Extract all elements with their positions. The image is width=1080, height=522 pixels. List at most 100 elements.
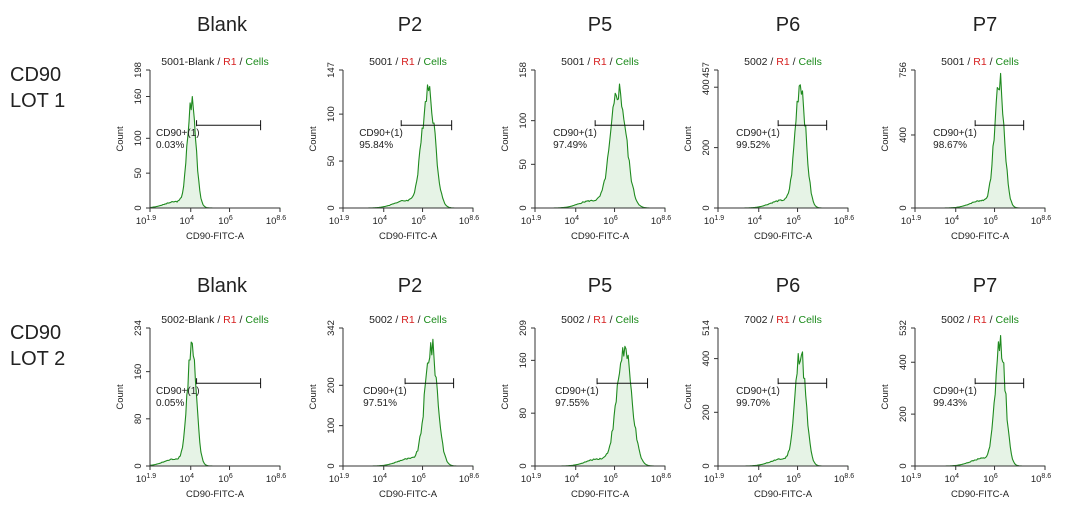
panel-r1-c1-xtick-label-3: 108.6 [266, 215, 286, 227]
panel-r1-c5-gate-percent: 98.67% [933, 140, 967, 151]
panel-r1-c1-ytick-label-4: 198 [133, 62, 144, 78]
panel-r2-c5-xtick-label-1: 104 [945, 473, 960, 485]
panel-r1-c5-xtick-label-1: 104 [945, 215, 960, 227]
row-label-lot2-lot: LOT 2 [10, 348, 66, 370]
panel-r2-c3-heading-sample: 5002 [561, 314, 585, 326]
panel-r2-c1-gate-percent: 0.05% [156, 398, 184, 409]
panel-r2-c5-xtick-label-0: 101.9 [901, 473, 921, 485]
panel-r1-c4-heading-gate: R1 [776, 56, 790, 68]
panel-r2-c4-gate-percent: 99.70% [736, 398, 770, 409]
panel-r2-c5-heading-sample: 5002 [941, 314, 965, 326]
panel-r1-c2-ytick-label-2: 100 [326, 106, 337, 122]
column-title-blank-row2: Blank [196, 275, 248, 297]
panel-r2-c1-heading-sample: 5002-Blank [161, 314, 215, 326]
panel-r1-c2-ytick-label-0: 0 [326, 205, 337, 210]
row-label-lot2-marker: CD90 [10, 322, 62, 344]
panel-r2-c3-ytick-label-1: 80 [518, 408, 529, 419]
panel-r2-c3-xtick-label-1: 104 [565, 473, 580, 485]
panel-r1-c5-heading-gate: R1 [973, 56, 987, 68]
row-label-lot1: CD90 LOT 1 [10, 62, 100, 114]
column-title-blank-row1: Blank [196, 14, 248, 36]
panel-r2-c1-xlabel: CD90-FITC-A [186, 489, 245, 500]
panel-r1-c5-histogram: 0 400 756 Count 101.9 104 106 108.6 CD90-FITC-A C… [880, 62, 1051, 242]
panel-r1-c4-xtick-label-2: 106 [786, 215, 801, 227]
panel-r1-c4-gate-percent: 99.52% [736, 140, 770, 151]
panel-r2-c3-heading: 5002 / R1 / Cells [525, 314, 675, 326]
panel-r2-c1-ytick-label-0: 0 [133, 463, 144, 468]
panel-r2-c4-heading-population: Cells [798, 314, 822, 326]
panel-r1-c1-heading: 5001-Blank / R1 / Cells [140, 56, 290, 68]
panel-r2-c4-gate-label: CD90+(1) [736, 386, 780, 397]
panel-r1-c1-ytick-label-2: 100 [133, 130, 144, 146]
panel-r2-c5-ylabel: Count [880, 384, 891, 410]
panel-r2-c5-ytick-label-0: 0 [898, 463, 909, 468]
column-title-p2-row2: P2 [397, 275, 423, 297]
panel-r2-c4-heading-sep2: / [789, 314, 799, 326]
panel-r2-c5-heading-population: Cells [995, 314, 1019, 326]
panel-r2-c1-heading-population: Cells [245, 314, 269, 326]
panel-r1-c5-ytick-label-0: 0 [898, 205, 909, 210]
panel-r1-c4-ytick-label-2: 400 [701, 79, 712, 95]
panel-r1-c3-gate-label: CD90+(1) [553, 128, 597, 139]
panel-r1-c3-xtick-label-2: 106 [603, 215, 618, 227]
panel-r2-c3-heading-gate: R1 [593, 314, 607, 326]
panel-r2-c1-histogram: 0 80 160 234 Count 101.9 104 106 108.6 CD90-FITC-… [115, 320, 286, 500]
panel-r2-c5-ytick-label-1: 200 [898, 406, 909, 422]
row-label-lot1-marker: CD90 [10, 64, 62, 86]
panel-r1-c4-heading-sep1: / [767, 56, 777, 68]
column-title-p5-row1: P5 [587, 14, 613, 36]
panel-r1-c3-ytick-label-0: 0 [518, 205, 529, 210]
panel-r1-c2-xtick-label-3: 108.6 [459, 215, 479, 227]
panel-r1-c5-heading-sep1: / [964, 56, 974, 68]
panel-r2-c2-ylabel: Count [308, 384, 319, 410]
row-label-lot1-lot: LOT 1 [10, 90, 66, 112]
panel-r2-c2-ytick-label-1: 100 [326, 418, 337, 434]
panel-r1-c3-heading-sep2: / [606, 56, 616, 68]
panel-r1-c5-heading: 5001 / R1 / Cells [905, 56, 1055, 68]
panel-r2-c2-xtick-label-2: 106 [411, 473, 426, 485]
panel-r1-c4-ytick-label-1: 200 [701, 140, 712, 156]
panel-r2-c1-xtick-label-1: 104 [180, 473, 195, 485]
panel-r1-c3-xtick-label-3: 108.6 [651, 215, 671, 227]
panel-r1-c1-xtick-label-1: 104 [180, 215, 195, 227]
column-title-p7-row1: P7 [972, 14, 998, 36]
panel-r1-c1-gate-percent: 0.03% [156, 140, 184, 151]
panel-r1-c5-gate-label: CD90+(1) [933, 128, 977, 139]
panel-r2-c2-xtick-label-3: 108.6 [459, 473, 479, 485]
panel-r2-c1-xtick-label-2: 106 [218, 473, 233, 485]
panel-r2-c2-heading-sep2: / [414, 314, 424, 326]
panel-r1-c1-ylabel: Count [115, 126, 126, 152]
panel-r2-c2-ytick-label-0: 0 [326, 463, 337, 468]
panel-r1-c3-ytick-label-3: 158 [518, 62, 529, 78]
panel-r2-c3-ytick-label-0: 0 [518, 463, 529, 468]
panel-r1-c5-xlabel: CD90-FITC-A [951, 231, 1010, 242]
panel-r1-c4-xlabel: CD90-FITC-A [754, 231, 813, 242]
panel-r2-c2-ytick-label-3: 342 [326, 320, 337, 336]
panel-r1-c3-heading: 5001 / R1 / Cells [525, 56, 675, 68]
panel-r1-c1-heading-sep1: / [214, 56, 224, 68]
panel-r2-c5-histogram: 0 200 400 532 Count 101.9 104 106 108.6 CD90-FITC… [880, 320, 1051, 500]
panel-r1-c2-heading-sep1: / [392, 56, 402, 68]
panel-r1-c2-xtick-label-1: 104 [373, 215, 388, 227]
panel-r1-c1-heading-population: Cells [245, 56, 269, 68]
panel-r2-c2-heading-sep1: / [392, 314, 402, 326]
panel-r1-c2-histogram: 0 50 100 147 Count 101.9 104 106 108.6 CD90-FITC-… [308, 62, 479, 242]
panel-r2-c2-ytick-label-2: 200 [326, 377, 337, 393]
column-title-p7-row2: P7 [972, 275, 998, 297]
panel-r1-c4-ytick-label-3: 457 [701, 62, 712, 78]
panel-r1-c4-ytick-label-0: 0 [701, 205, 712, 210]
panel-r2-c2-gate-label: CD90+(1) [363, 386, 407, 397]
panel-r2-c5-xtick-label-2: 106 [983, 473, 998, 485]
panel-r1-c2-ytick-label-3: 147 [326, 62, 337, 78]
panel-r2-c4-ytick-label-1: 200 [701, 404, 712, 420]
panel-r1-c3-gate-percent: 97.49% [553, 140, 587, 151]
panel-r2-c2-heading-gate: R1 [401, 314, 415, 326]
panel-r2-c1-ytick-label-2: 160 [133, 364, 144, 380]
panel-r2-c1-ytick-label-3: 234 [133, 320, 144, 336]
panel-r2-c2-histogram: 0 100 200 342 Count 101.9 104 106 108.6 CD90-FITC… [308, 320, 479, 500]
panel-r2-c4-ytick-label-3: 514 [701, 320, 712, 336]
panel-r1-c1-ytick-label-0: 0 [133, 205, 144, 210]
panel-r2-c5-heading-sep1: / [964, 314, 974, 326]
panel-r2-c2-heading: 5002 / R1 / Cells [333, 314, 483, 326]
